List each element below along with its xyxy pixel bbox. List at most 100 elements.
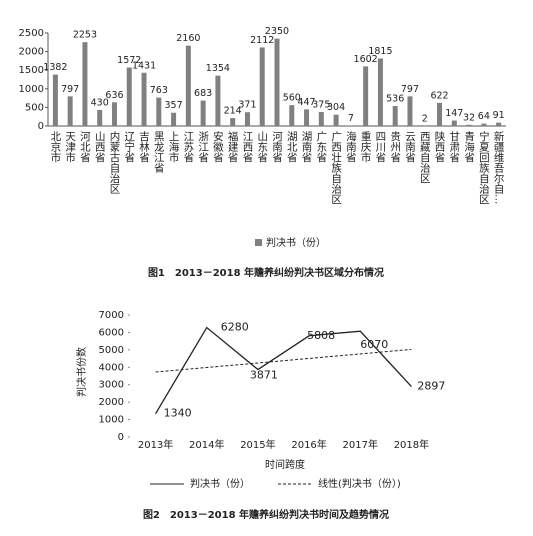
data-label: 636 bbox=[105, 90, 123, 101]
bar bbox=[97, 110, 103, 126]
data-label: 5808 bbox=[307, 329, 335, 342]
y-tick-label: 0 bbox=[38, 121, 44, 132]
x-tick-label: 广西壮族自治区 bbox=[330, 131, 342, 205]
x-tick-label: 上海市 bbox=[168, 131, 180, 163]
x-tick-label: 江苏省 bbox=[182, 131, 194, 163]
bar bbox=[67, 96, 73, 126]
data-label: 763 bbox=[150, 85, 168, 96]
bar bbox=[451, 120, 457, 126]
data-label: 304 bbox=[327, 102, 345, 113]
y-tick-label: 2500 bbox=[19, 28, 44, 39]
bar bbox=[244, 112, 250, 126]
data-label: 536 bbox=[386, 94, 404, 105]
legend-swatch bbox=[255, 239, 262, 246]
bar bbox=[496, 122, 502, 126]
data-label: 2253 bbox=[73, 30, 97, 41]
bar bbox=[289, 105, 295, 126]
x-tick-label: 广东省 bbox=[315, 131, 327, 163]
line bbox=[155, 326, 412, 414]
bar bbox=[318, 112, 324, 126]
data-label: 430 bbox=[91, 98, 109, 109]
x-tick-label: 浙江省 bbox=[197, 131, 209, 163]
y-tick-label: 0 bbox=[118, 432, 124, 443]
x-tick-label: 2017年 bbox=[343, 438, 378, 451]
bar bbox=[481, 123, 487, 126]
legend-label: 线性(判决书（份）) bbox=[318, 477, 401, 490]
x-tick-label: 2015年 bbox=[240, 438, 275, 451]
x-tick-label: 新疆维吾尔自… bbox=[493, 130, 505, 204]
x-tick-label: 四川省 bbox=[374, 131, 386, 163]
y-tick-label: 2000 bbox=[19, 47, 44, 58]
bar bbox=[377, 58, 383, 127]
trend-line bbox=[155, 348, 412, 373]
x-tick-label: 2013年 bbox=[138, 438, 173, 451]
data-label: 91 bbox=[493, 110, 505, 121]
data-label: 797 bbox=[61, 84, 79, 95]
y-tick-label: 3000 bbox=[99, 380, 124, 391]
y-tick-label: 4000 bbox=[99, 362, 124, 373]
y-tick-label: 7000 bbox=[99, 310, 124, 321]
y-tick-label: 5000 bbox=[99, 345, 124, 356]
bar bbox=[363, 66, 369, 126]
data-label: 357 bbox=[165, 100, 183, 111]
x-tick-label: 西藏自治区 bbox=[419, 131, 431, 184]
bar bbox=[392, 106, 398, 126]
legend-label: 判决书（份） bbox=[266, 237, 326, 249]
x-tick-label: 2014年 bbox=[189, 438, 224, 451]
bar bbox=[274, 38, 280, 126]
data-label: 2350 bbox=[265, 26, 289, 37]
data-label: 447 bbox=[297, 97, 315, 108]
bar bbox=[215, 75, 221, 126]
data-label: 64 bbox=[478, 111, 490, 122]
x-tick-label: 山西省 bbox=[94, 131, 106, 163]
x-tick-label: 河北省 bbox=[79, 131, 91, 163]
legend-label: 判决书（份） bbox=[190, 478, 250, 490]
data-label: 6070 bbox=[360, 338, 388, 351]
x-tick-label: 辽宁省 bbox=[123, 131, 135, 163]
y-tick-label: 1500 bbox=[19, 65, 44, 76]
data-label: 7 bbox=[348, 113, 354, 124]
data-label: 797 bbox=[401, 84, 419, 95]
bar bbox=[185, 45, 191, 127]
bar bbox=[126, 67, 132, 126]
bar bbox=[333, 114, 339, 126]
x-tick-label: 湖南省 bbox=[301, 131, 313, 163]
data-label: 2160 bbox=[176, 33, 200, 44]
x-tick-label: 湖北省 bbox=[286, 131, 298, 163]
data-label: 2897 bbox=[417, 380, 445, 393]
x-tick-label: 山东省 bbox=[256, 131, 268, 163]
bar bbox=[200, 100, 206, 126]
x-tick-label: 陕西省 bbox=[434, 130, 446, 163]
x-tick-label: 贵州省 bbox=[389, 130, 401, 163]
x-tick-label: 甘肃省 bbox=[448, 130, 460, 163]
figure-caption: 图1 2013－2018 年赡养纠纷判决书区域分布情况 bbox=[148, 266, 384, 279]
y-tick-label: 1000 bbox=[19, 84, 44, 95]
bar bbox=[82, 42, 88, 126]
data-label: 1602 bbox=[354, 54, 378, 65]
y-axis-label: 判决书份数 bbox=[75, 347, 88, 397]
data-label: 1815 bbox=[368, 46, 392, 57]
x-tick-label: 天津市 bbox=[64, 131, 76, 163]
x-tick-label: 黑龙江省 bbox=[153, 131, 165, 174]
data-label: 560 bbox=[283, 93, 301, 104]
x-tick-label: 2016年 bbox=[291, 438, 326, 451]
data-label: 683 bbox=[194, 88, 212, 99]
data-label: 2 bbox=[422, 113, 428, 124]
y-tick-label: 1000 bbox=[99, 415, 124, 426]
data-label: 375 bbox=[312, 100, 330, 111]
bar bbox=[259, 47, 265, 126]
data-label: 3871 bbox=[250, 369, 278, 382]
x-tick-label: 河南省 bbox=[271, 131, 283, 163]
x-axis-label: 时间跨度 bbox=[265, 458, 305, 471]
data-label: 2112 bbox=[250, 35, 274, 46]
bar bbox=[437, 102, 443, 126]
y-tick-label: 500 bbox=[25, 102, 44, 113]
data-label: 1431 bbox=[132, 60, 156, 71]
bar bbox=[407, 96, 413, 126]
data-label: 1572 bbox=[117, 55, 141, 66]
x-tick-label: 北京市 bbox=[49, 131, 61, 163]
y-tick-label: 6000 bbox=[99, 327, 124, 338]
x-tick-label: 内蒙古自治区 bbox=[108, 130, 120, 194]
x-tick-label: 青海省 bbox=[463, 130, 475, 163]
data-label: 6280 bbox=[221, 321, 249, 334]
